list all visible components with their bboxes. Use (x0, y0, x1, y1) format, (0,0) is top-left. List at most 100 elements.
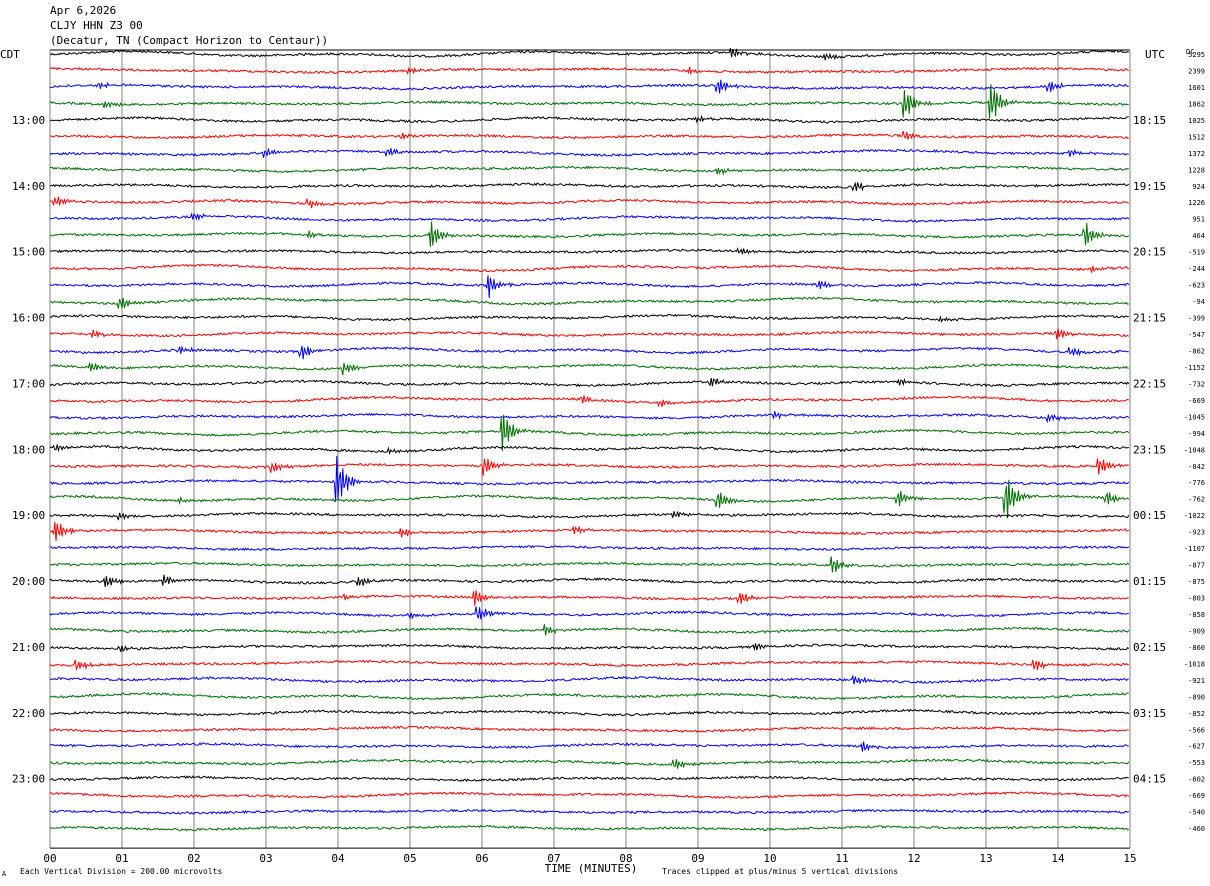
left-time-label: 22:00 (12, 707, 45, 720)
trace-row-9 (49, 196, 1130, 209)
left-time-label: 20:00 (12, 575, 45, 588)
trace-row-0 (49, 48, 1130, 61)
trace-row-30 (49, 544, 1130, 552)
dc-offset-label: -566 (1188, 726, 1205, 734)
dc-offset-label: -762 (1188, 496, 1205, 504)
right-time-label: 18:15 (1133, 114, 1166, 127)
dc-offset-label: -803 (1188, 595, 1205, 603)
dc-offset-label: -1045 (1184, 413, 1205, 421)
header-location: (Decatur, TN (Compact Horizon to Centaur… (50, 34, 329, 47)
dc-offset-label: 1228 (1188, 166, 1205, 174)
trace-row-40 (49, 708, 1130, 717)
left-time-label: 13:00 (12, 114, 45, 127)
dc-offset-label: 1372 (1188, 150, 1205, 158)
x-tick-label: 08 (619, 852, 632, 865)
trace-row-45 (49, 791, 1130, 799)
trace-row-8 (49, 181, 1130, 192)
dc-offset-label: 1862 (1188, 100, 1205, 108)
dc-offset-label: 1601 (1188, 84, 1205, 92)
trace-row-27 (49, 479, 1130, 519)
trace-row-46 (49, 808, 1130, 815)
dc-offset-label: 951 (1192, 216, 1205, 224)
x-tick-label: 07 (547, 852, 560, 865)
right-time-label: 03:15 (1133, 707, 1166, 720)
trace-row-37 (49, 659, 1129, 671)
trace-row-19 (49, 362, 1129, 376)
trace-row-32 (49, 574, 1130, 588)
trace-row-25 (49, 458, 1130, 476)
dc-offset-label: -399 (1188, 315, 1205, 323)
dc-offset-label: -1022 (1184, 512, 1205, 520)
left-time-label: 19:00 (12, 509, 45, 522)
left-axis-label: CDT (0, 48, 20, 61)
x-tick-label: 09 (691, 852, 704, 865)
trace-row-24 (49, 444, 1130, 456)
trace-row-21 (49, 395, 1130, 408)
dc-offset-label: -852 (1188, 710, 1205, 718)
trace-row-18 (49, 345, 1129, 360)
dc-offset-label: -923 (1188, 529, 1205, 537)
x-tick-label: 00 (43, 852, 56, 865)
right-axis-label: UTC (1145, 48, 1165, 61)
trace-row-43 (49, 758, 1130, 769)
trace-row-36 (49, 643, 1130, 652)
header-station: CLJY HHN Z3 00 (50, 19, 143, 32)
trace-row-15 (49, 296, 1129, 309)
left-time-label: 18:00 (12, 443, 45, 456)
header-date: Apr 6,2026 (50, 4, 117, 17)
trace-row-47 (49, 824, 1130, 832)
dc-offset-label: -1048 (1184, 446, 1205, 454)
trace-row-26 (49, 455, 1130, 502)
x-tick-label: 02 (187, 852, 200, 865)
trace-row-35 (49, 624, 1130, 636)
trace-row-5 (49, 130, 1129, 141)
trace-row-20 (49, 377, 1130, 388)
dc-offset-label: -1107 (1184, 545, 1205, 553)
dc-offset-label: 2399 (1188, 67, 1205, 75)
dc-offset-label: -776 (1188, 479, 1205, 487)
dc-offset-label: -553 (1188, 759, 1205, 767)
dc-offset-label: -875 (1188, 578, 1205, 586)
trace-row-14 (49, 275, 1130, 299)
dc-offset-label: -244 (1188, 265, 1205, 273)
x-tick-label: 06 (475, 852, 488, 865)
dc-offset-label: -623 (1188, 282, 1205, 290)
trace-row-6 (49, 148, 1129, 158)
x-tick-label: 10 (763, 852, 776, 865)
trace-row-39 (49, 692, 1129, 701)
left-time-label: 17:00 (12, 377, 45, 390)
x-tick-label: 12 (907, 852, 920, 865)
dc-offset-label: -519 (1188, 249, 1205, 257)
trace-row-11 (49, 221, 1130, 247)
right-time-label: 19:15 (1133, 180, 1166, 193)
trace-row-2 (49, 79, 1129, 94)
trace-row-33 (49, 590, 1129, 606)
trace-row-23 (49, 414, 1130, 452)
dc-offset-label: -547 (1188, 331, 1205, 339)
seismic-traces (49, 48, 1130, 832)
trace-row-29 (49, 521, 1129, 542)
right-time-label: 00:15 (1133, 509, 1166, 522)
dc-offset-label: -94 (1192, 298, 1205, 306)
dc-offset-label: -877 (1188, 562, 1205, 570)
x-tick-label: 03 (259, 852, 272, 865)
trace-row-13 (49, 263, 1129, 273)
dc-offset-label: -540 (1188, 809, 1205, 817)
dc-offset-label: -1152 (1184, 364, 1205, 372)
x-tick-label: 04 (331, 852, 345, 865)
left-time-label: 14:00 (12, 180, 45, 193)
axis-labels: CDT UTC DC 13:00 14:00 15:00 16:00 17:00 18:00 19… (0, 48, 1205, 878)
trace-row-31 (49, 556, 1130, 573)
trace-row-42 (49, 741, 1129, 752)
trace-row-12 (49, 247, 1129, 255)
x-axis-title: TIME (MINUTES) (545, 862, 638, 875)
dc-offset-label: -602 (1188, 776, 1205, 784)
trace-row-44 (49, 775, 1129, 783)
x-tick-label: 11 (835, 852, 848, 865)
left-time-label: 15:00 (12, 246, 45, 259)
trace-row-34 (49, 606, 1129, 620)
trace-row-3 (49, 84, 1130, 119)
dc-offset-label: -669 (1188, 792, 1205, 800)
right-time-label: 04:15 (1133, 773, 1166, 786)
scale-note: Each Vertical Division = 200.00 microvol… (20, 867, 222, 876)
